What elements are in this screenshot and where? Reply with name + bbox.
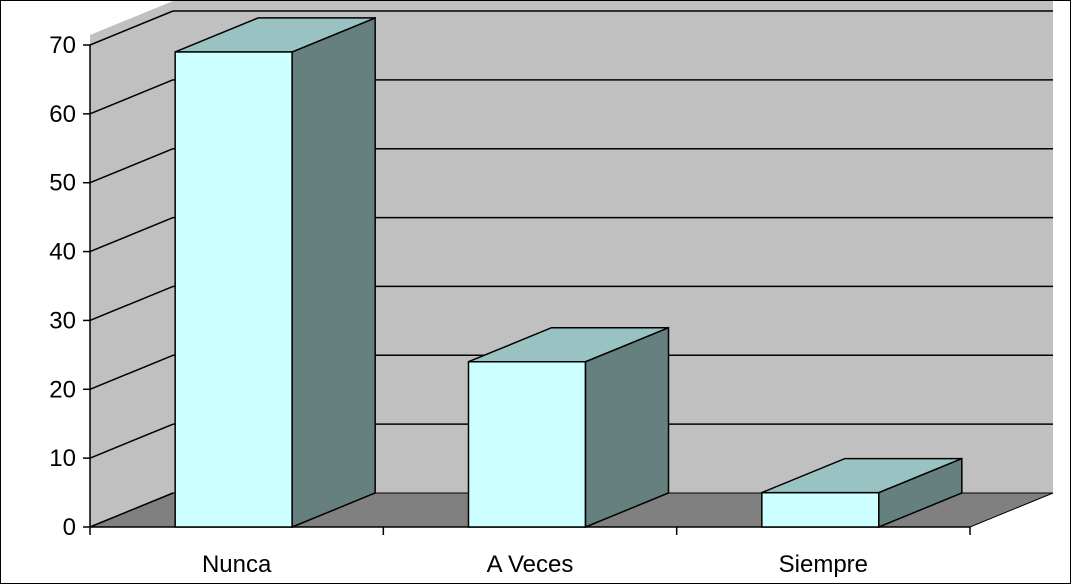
y-tick-label: 60 — [49, 101, 76, 128]
gridline-depth — [89, 148, 174, 184]
x-category-label: Nunca — [202, 551, 272, 578]
gridline-depth — [89, 354, 174, 390]
gridline-depth — [89, 79, 174, 115]
y-tick-label: 10 — [49, 445, 76, 472]
x-category-label: A Veces — [487, 551, 574, 578]
gridline-depth — [89, 216, 174, 253]
bar-front-a-veces — [467, 360, 587, 528]
y-tick-label: 40 — [49, 239, 76, 266]
bar-side-nunca — [291, 16, 376, 529]
gridline-depth — [89, 285, 174, 322]
bar-front-nunca — [174, 51, 293, 528]
bar-top-siempre — [761, 457, 963, 494]
x-category-label: Siempre — [779, 551, 868, 578]
y-tick-label: 50 — [49, 170, 76, 197]
gridline-depth — [89, 492, 174, 528]
y-tick-label: 30 — [49, 307, 76, 334]
y-tick-label: 20 — [49, 376, 76, 403]
gridline-depth — [89, 10, 174, 46]
bar-top-nunca — [174, 17, 376, 53]
y-tick-label: 0 — [63, 514, 76, 541]
side-wall — [90, 1, 173, 527]
gridline-depth — [89, 423, 174, 459]
bars — [174, 16, 963, 529]
bar-side-a-veces — [584, 326, 670, 529]
bar-top-a-veces — [468, 326, 669, 363]
bar-front-siempre — [761, 491, 880, 528]
y-tick-label: 70 — [49, 32, 76, 59]
y-axis: 0 10 20 30 40 50 60 70 — [49, 32, 91, 541]
back-wall — [173, 1, 1053, 493]
